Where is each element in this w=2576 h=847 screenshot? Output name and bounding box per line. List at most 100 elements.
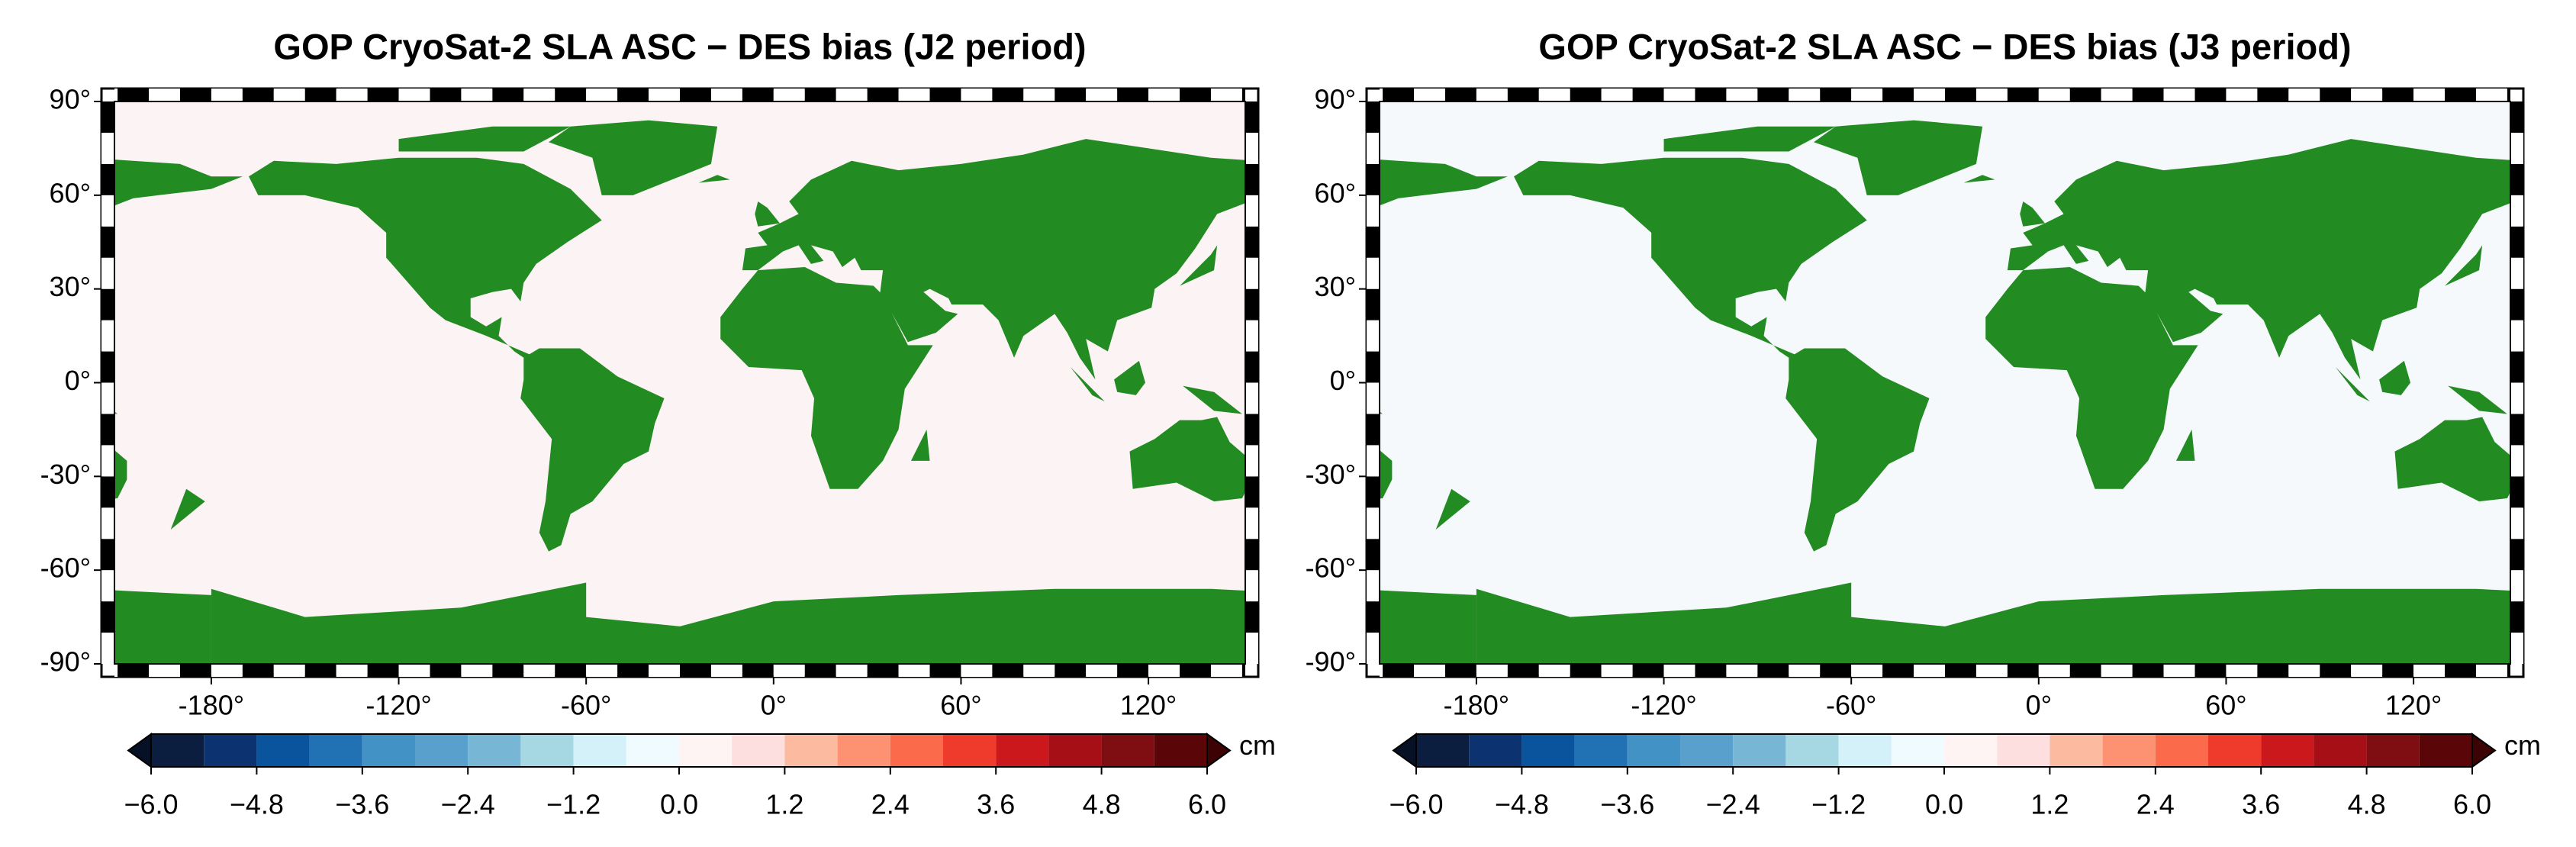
frame-check — [1086, 664, 1118, 677]
land-shape — [1514, 157, 1867, 358]
frame-check — [1975, 89, 2008, 101]
frame-check — [1245, 445, 1258, 477]
map-title: GOP CryoSat-2 SLA ASC − DES bias (J2 per… — [273, 26, 1086, 66]
frame-check — [2507, 664, 2510, 677]
colorbar-over — [2471, 733, 2497, 768]
colorbar-tick-label: 0.0 — [1925, 789, 1963, 820]
frame-check — [118, 664, 150, 677]
frame-check — [1726, 664, 1758, 677]
frame-check — [1757, 664, 1789, 677]
frame-checks — [1367, 89, 2523, 677]
frame-inner — [114, 101, 1246, 665]
frame-check — [1245, 257, 1258, 289]
land-shape — [742, 139, 1245, 380]
frame-check — [1663, 89, 1695, 101]
land-shape — [910, 429, 930, 461]
frame-check — [1851, 89, 1883, 101]
frame-check — [2226, 664, 2258, 677]
frame-check — [1414, 89, 1445, 101]
colorbar-bin — [1048, 734, 1102, 767]
frame-check — [1367, 382, 1380, 414]
frame-check — [1367, 257, 1380, 289]
frame-check — [1117, 664, 1149, 677]
frame-check — [1148, 664, 1180, 677]
frame-check — [836, 664, 868, 677]
frame-check — [804, 89, 836, 101]
colorbar-bin — [943, 734, 997, 767]
x-tick-label: -120° — [1631, 690, 1696, 721]
colorbar-bin — [1997, 734, 2050, 767]
x-tick-label: 120° — [1120, 690, 1177, 721]
frame-check — [304, 664, 336, 677]
land-shape — [114, 449, 127, 499]
frame-check — [2510, 539, 2523, 571]
frame-check — [1367, 101, 1380, 133]
frame-check — [101, 226, 114, 258]
frame-check — [1726, 89, 1758, 101]
y-tick-label: 90° — [1315, 84, 1356, 115]
frame-check — [1632, 664, 1664, 677]
frame-check — [336, 664, 368, 677]
colorbar-bin — [890, 734, 943, 767]
frame-check — [1241, 664, 1245, 677]
frame-check — [101, 414, 114, 446]
frame-check — [773, 89, 805, 101]
colorbar-bin — [784, 734, 838, 767]
y-tick-label: 60° — [1315, 177, 1356, 208]
colorbar-tick-label: 4.8 — [2348, 789, 2386, 820]
colorbar-bin — [837, 734, 890, 767]
x-tick-label: 120° — [2385, 690, 2442, 721]
frame-check — [2510, 633, 2523, 664]
land-shape — [114, 411, 118, 414]
colorbar-bin — [2261, 734, 2314, 767]
frame-check — [1245, 601, 1258, 633]
colorbar-bin — [2102, 734, 2156, 767]
colorbar-tick-label: 6.0 — [1188, 789, 1226, 820]
frame-check — [1695, 89, 1727, 101]
frame-check — [929, 89, 961, 101]
land-shape — [1380, 159, 1508, 206]
frame-check — [1414, 664, 1445, 677]
frame-check — [1367, 132, 1380, 164]
colorbar-unit: cm — [1239, 729, 1276, 761]
frame-check — [523, 664, 555, 677]
colorbar-tick-label: −6.0 — [1389, 789, 1443, 820]
frame-check — [367, 89, 399, 101]
land-shape — [1180, 245, 1218, 286]
frame-check — [1245, 163, 1258, 195]
land-shape — [1380, 449, 1393, 499]
frame-check — [2510, 257, 2523, 289]
land-shape — [114, 159, 243, 206]
frame-check — [2510, 163, 2523, 195]
frame-check — [1695, 664, 1727, 677]
colorbar-bin — [1891, 734, 1944, 767]
colorbar-bin — [2208, 734, 2262, 767]
frame-check — [1820, 664, 1852, 677]
frame-check — [2510, 351, 2523, 383]
y-tick-label: 0° — [1330, 365, 1356, 396]
land-shape — [2020, 201, 2046, 227]
frame-check — [2510, 132, 2523, 164]
colorbar-tick-label: −2.4 — [1706, 789, 1760, 820]
frame-check — [2007, 89, 2039, 101]
frame-check — [2475, 89, 2507, 101]
frame-check — [1245, 288, 1258, 320]
land-shape — [1476, 582, 2510, 664]
frame-check — [1601, 89, 1633, 101]
frame-check — [2257, 89, 2289, 101]
frame-check — [1882, 664, 1914, 677]
frame-check — [1367, 539, 1380, 571]
frame-check — [1444, 664, 1476, 677]
y-tick-label: 30° — [1315, 271, 1356, 302]
x-tick-label: -180° — [1444, 690, 1509, 721]
frame-check — [1245, 539, 1258, 571]
land-shape — [114, 590, 211, 664]
frame-check — [1367, 414, 1380, 446]
frame-check — [2320, 89, 2352, 101]
frame-check — [836, 89, 868, 101]
colorbar-tick-label: 2.4 — [871, 789, 910, 820]
colorbar-tick-label: 3.6 — [2242, 789, 2280, 820]
frame-check — [1757, 89, 1789, 101]
frame-check — [1383, 664, 1415, 677]
